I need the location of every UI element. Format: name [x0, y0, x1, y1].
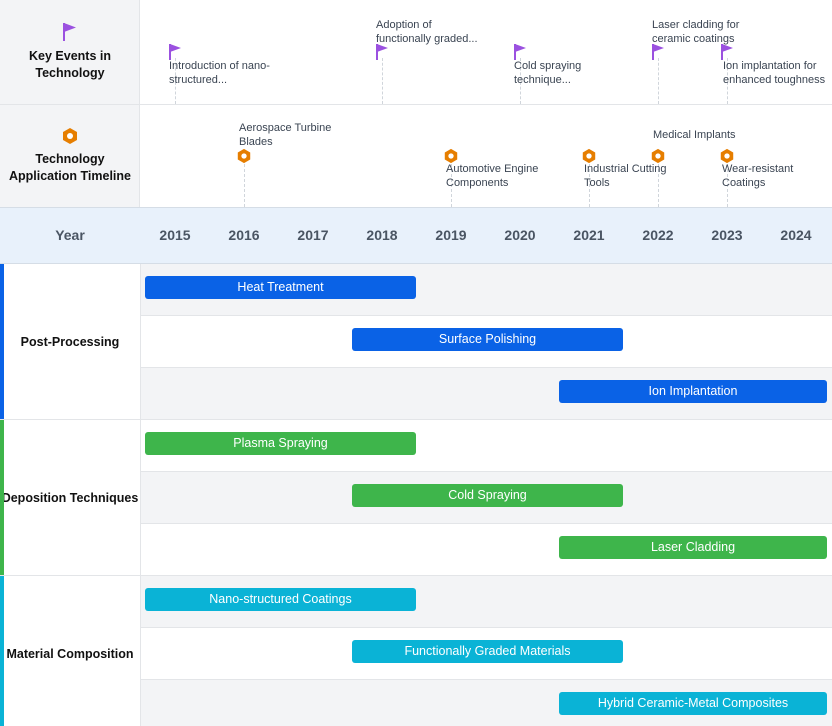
group-color-indicator — [0, 576, 4, 726]
year-tick-2016: 2016 — [214, 208, 274, 263]
year-tick-2017: 2017 — [283, 208, 343, 263]
flag-icon[interactable] — [375, 43, 391, 66]
event-label: Ion implantation for enhanced toughness — [723, 59, 832, 87]
gantt-row: Plasma Spraying — [140, 420, 832, 472]
divider — [0, 104, 832, 105]
gantt-row: Functionally Graded Materials — [140, 628, 832, 680]
group-color-indicator — [0, 420, 4, 576]
gantt-row: Laser Cladding — [140, 524, 832, 576]
year-tick-2015: 2015 — [145, 208, 205, 263]
event-label: Adoption of functionally graded... — [376, 18, 486, 46]
year-tick-2019: 2019 — [421, 208, 481, 263]
task-bar-laser-cladding[interactable]: Laser Cladding — [559, 536, 827, 559]
gantt-row: Surface Polishing — [140, 316, 832, 368]
year-tick-2023: 2023 — [697, 208, 757, 263]
gantt-row: Ion Implantation — [140, 368, 832, 420]
application-label: Wear-resistant Coatings — [722, 162, 832, 190]
gantt-row: Hybrid Ceramic-Metal Composites — [140, 680, 832, 726]
year-axis: Year 20152016201720182019202020212022202… — [0, 207, 832, 264]
group-color-indicator — [0, 264, 4, 420]
hexagon-icon[interactable] — [650, 148, 666, 169]
group-label-deposition-techniques: Deposition Techniques — [0, 420, 140, 576]
group-label-post-processing: Post-Processing — [0, 264, 140, 420]
year-tick-2020: 2020 — [490, 208, 550, 263]
track-header-key-events: Key Events in Technology — [0, 0, 140, 104]
flag-icon — [61, 22, 79, 42]
track-label-key-events: Key Events in Technology — [0, 48, 140, 82]
year-axis-title: Year — [0, 208, 140, 263]
event-label: Laser cladding for ceramic coatings — [652, 18, 762, 46]
task-bar-plasma-spraying[interactable]: Plasma Spraying — [145, 432, 416, 455]
divider — [139, 0, 140, 207]
group-label-material-composition: Material Composition — [0, 576, 140, 726]
year-tick-2018: 2018 — [352, 208, 412, 263]
gantt-row: Heat Treatment — [140, 264, 832, 316]
task-bar-hybrid-ceramic-metal-composites[interactable]: Hybrid Ceramic-Metal Composites — [559, 692, 827, 715]
event-label: Introduction of nano-structured... — [169, 59, 279, 87]
application-label: Medical Implants — [653, 128, 763, 142]
track-header-application-timeline: Technology Application Timeline — [0, 105, 140, 207]
application-guide — [244, 164, 245, 207]
application-label: Automotive Engine Components — [446, 162, 556, 190]
year-tick-2024: 2024 — [766, 208, 826, 263]
track-label-application-timeline: Technology Application Timeline — [0, 151, 140, 185]
year-tick-2022: 2022 — [628, 208, 688, 263]
task-bar-functionally-graded-materials[interactable]: Functionally Graded Materials — [352, 640, 623, 663]
application-label: Aerospace Turbine Blades — [239, 121, 339, 149]
hexagon-icon[interactable] — [236, 148, 252, 169]
flag-icon[interactable] — [651, 43, 667, 66]
gantt-row: Nano-structured Coatings — [140, 576, 832, 628]
gantt-row: Cold Spraying — [140, 472, 832, 524]
hexagon-icon — [61, 127, 79, 145]
task-bar-surface-polishing[interactable]: Surface Polishing — [352, 328, 623, 351]
task-bar-cold-spraying[interactable]: Cold Spraying — [352, 484, 623, 507]
task-bar-ion-implantation[interactable]: Ion Implantation — [559, 380, 827, 403]
year-tick-2021: 2021 — [559, 208, 619, 263]
task-bar-heat-treatment[interactable]: Heat Treatment — [145, 276, 416, 299]
divider — [140, 264, 141, 726]
event-label: Cold spraying technique... — [514, 59, 624, 87]
task-bar-nano-structured-coatings[interactable]: Nano-structured Coatings — [145, 588, 416, 611]
